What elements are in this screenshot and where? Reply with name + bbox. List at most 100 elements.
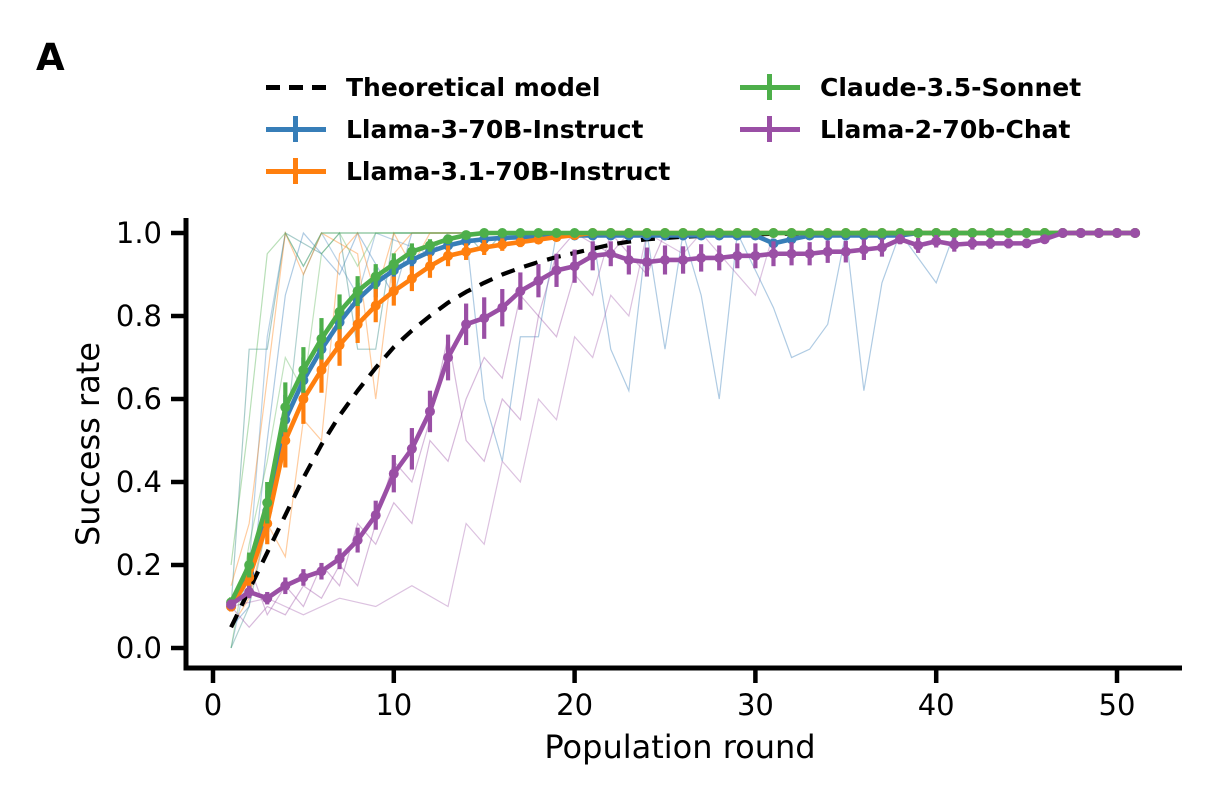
data-point [1112,228,1122,238]
legend-item-claude-3-5-sonnet: Claude-3.5-Sonnet [740,66,1081,108]
data-point [804,248,815,259]
data-point [895,234,906,245]
data-point [967,238,978,249]
data-point [370,271,381,282]
legend-label: Claude-3.5-Sonnet [820,72,1082,102]
data-point [1021,228,1032,238]
x-tick-label: 50 [1099,688,1136,722]
data-point [876,242,887,253]
data-point [388,468,399,479]
run-line [230,230,1136,628]
data-point [678,254,689,265]
data-point [479,313,490,324]
data-point [497,239,508,250]
data-point [262,497,273,508]
data-point [587,228,598,238]
data-point [388,286,399,297]
data-point [424,240,435,251]
run-line [230,232,1136,617]
legend-item-llama-2-70b-chat: Llama-2-70b-Chat [740,108,1081,150]
x-tick-label: 20 [556,688,593,722]
data-point [226,599,237,610]
data-point [298,364,309,375]
data-point [569,228,580,238]
legend-label: Llama-2-70b-Chat [820,114,1071,144]
data-point [822,246,833,257]
data-point [515,237,526,248]
data-point [985,228,996,238]
errorbar-marker-icon [266,114,326,144]
data-point [786,228,797,238]
data-point [569,261,580,272]
data-point [931,236,942,247]
data-point [370,510,381,521]
data-point [1130,228,1141,238]
data-point [1093,228,1104,238]
data-point [660,228,670,238]
data-point [913,240,924,251]
data-point [515,286,526,297]
data-point [768,228,779,238]
data-point [280,435,291,446]
data-point [750,228,761,238]
data-point [443,234,454,245]
x-tick-label: 10 [375,688,412,722]
data-point [750,250,761,261]
data-point [641,228,652,238]
run-line [230,231,1136,566]
data-point [696,228,707,238]
legend-label: Llama-3.1-70B-Instruct [346,156,671,186]
data-point [1057,228,1068,238]
data-point [533,228,544,238]
data-point [641,257,652,268]
legend-label: Theoretical model [346,72,601,102]
legend-label: Llama-3-70B-Instruct [346,114,644,144]
data-point [822,228,833,238]
data-point [949,228,960,238]
y-axis-title: Success rate [69,342,107,546]
y-tick-label: 0.0 [116,631,162,665]
run-line [230,232,1136,616]
series-llama-2-70b-chat [226,228,1141,610]
data-point [913,228,924,238]
y-tick-label: 0.4 [116,465,162,499]
legend-column-1: Theoretical model Llama-3-70B-Instruct L… [266,66,670,192]
run-line [230,232,1136,649]
errorbar-marker-icon [266,156,326,186]
data-point [1039,234,1050,245]
data-point [316,566,327,577]
data-point [424,261,435,272]
data-point [316,333,327,344]
run-line [230,230,1136,586]
data-point [388,259,399,270]
data-point [352,319,363,330]
data-point [551,265,562,276]
data-point [298,572,309,583]
data-point [623,254,634,265]
data-point [786,248,797,259]
data-point [732,228,743,238]
legend-column-2: Claude-3.5-Sonnet Llama-2-70b-Chat [740,66,1081,150]
data-point [587,250,598,261]
data-point [352,535,363,546]
data-point [352,286,363,297]
data-point [370,300,381,311]
data-point [876,228,887,238]
data-point [551,228,562,238]
data-point [443,250,454,261]
background-run-lines [230,230,1136,649]
y-tick-label: 1.0 [116,216,162,250]
data-point [533,275,544,286]
data-point [244,586,255,597]
data-point [1021,238,1032,249]
data-point [1003,238,1014,249]
errorbar-marker-icon [740,72,800,102]
axes: 0 10 20 30 40 50 0.0 0.2 0.4 0.6 0.8 1.0 [116,216,1182,722]
data-point [316,364,327,375]
data-point [967,228,978,238]
data-point [334,306,345,317]
data-point [262,593,273,604]
data-point [280,402,291,413]
data-point [406,273,417,284]
series-claude-3-5-sonnet [226,228,1141,608]
